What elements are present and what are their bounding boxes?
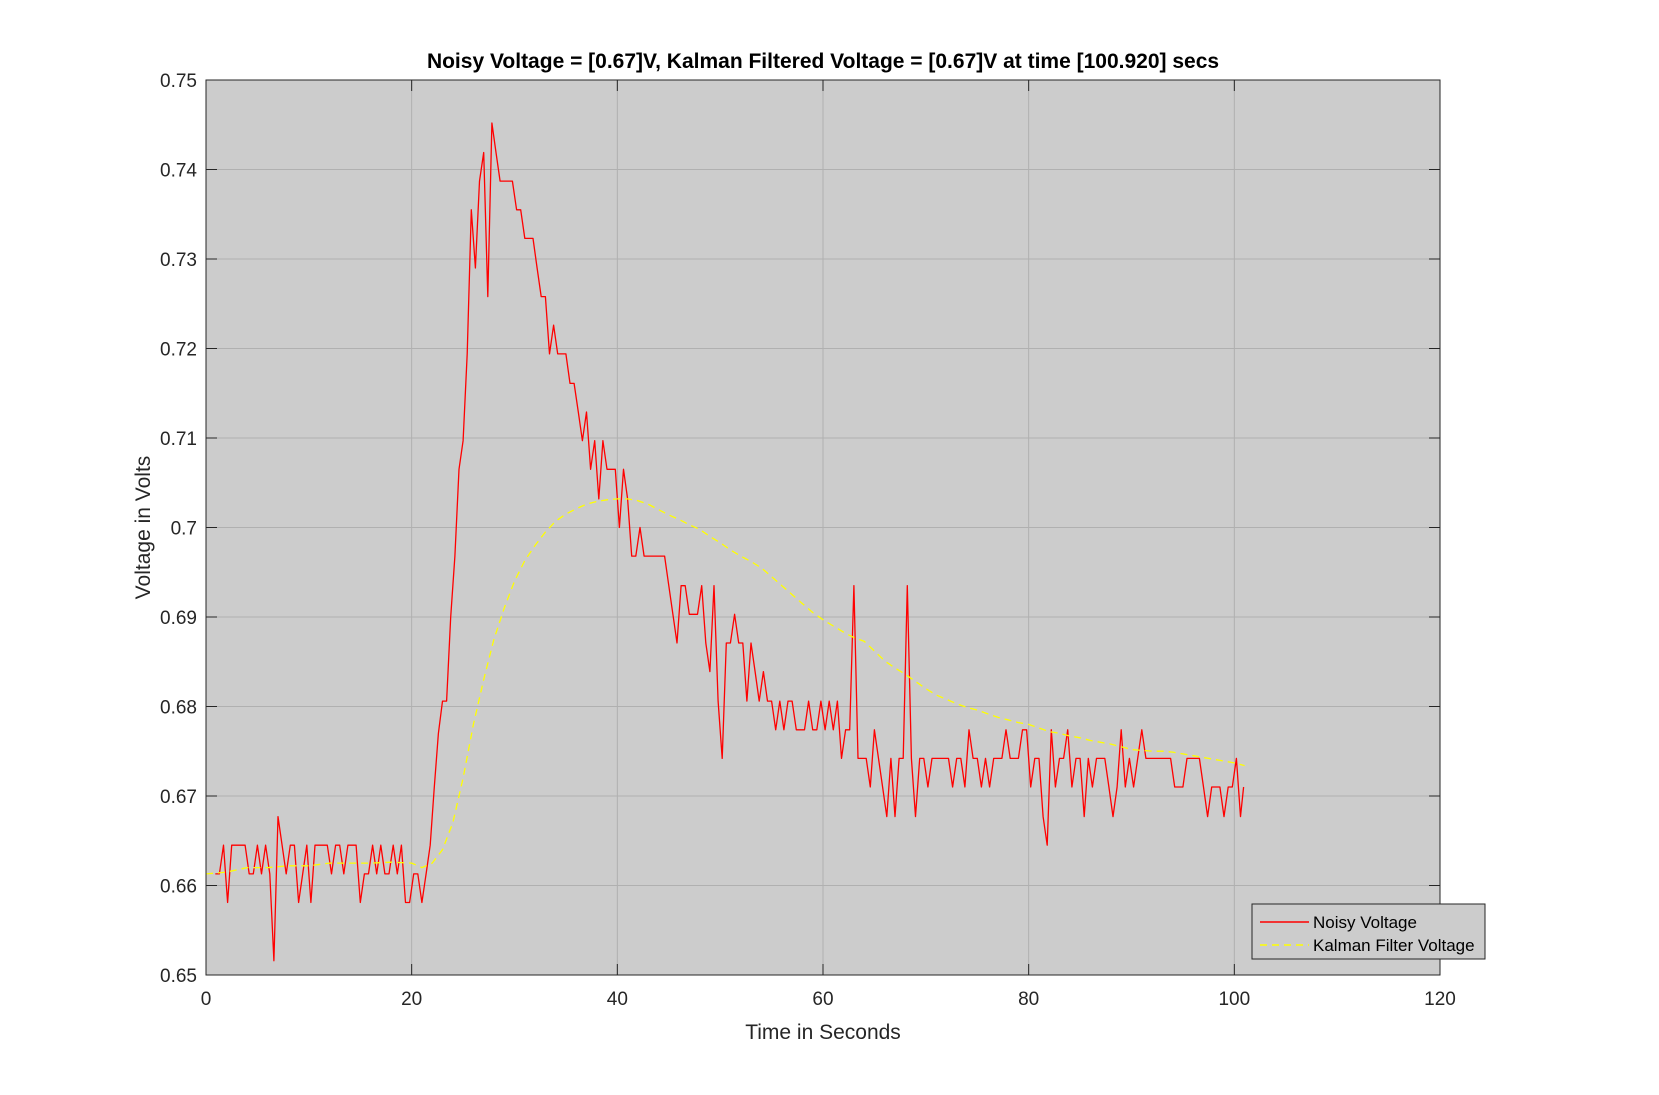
y-tick-label: 0.69 [160,608,197,629]
series-layer [205,122,1245,962]
y-tick-label: 0.73 [160,250,197,271]
x-tick-label: 120 [1424,989,1456,1010]
y-tick-label: 0.65 [160,966,197,987]
y-tick-label: 0.7 [171,519,197,540]
x-tick-label: 20 [401,989,422,1010]
x-tick-label: 80 [1018,989,1039,1010]
x-tick-label: 60 [812,989,833,1010]
chart-title: Noisy Voltage = [0.67]V, Kalman Filtered… [427,50,1219,73]
y-tick-label: 0.71 [160,429,197,450]
series-line-noisy [215,122,1245,962]
y-tick-label: 0.74 [160,161,197,182]
y-tick-label: 0.68 [160,698,197,719]
x-tick-label: 100 [1218,989,1250,1010]
x-tick-label: 0 [201,989,212,1010]
y-tick-label: 0.75 [160,71,197,92]
legend-label-noisy: Noisy Voltage [1313,913,1417,932]
legend-label-kalman: Kalman Filter Voltage [1313,936,1475,955]
y-tick-label: 0.72 [160,340,197,361]
legend-box [1251,903,1486,960]
y-tick-label: 0.66 [160,877,197,898]
x-tick-label: 40 [607,989,628,1010]
y-tick-label: 0.67 [160,787,197,808]
x-axis-label: Time in Seconds [745,1021,901,1044]
ticks: 0 20 40 60 80 100 120 0.65 0.66 0.67 0.68 0.69 0.7 0.… [160,71,1456,1010]
series-line-kalman [205,498,1245,875]
y-axis-label: Voltage in Volts [132,456,155,600]
legend: Noisy Voltage Kalman Filter Voltage [1251,903,1486,960]
